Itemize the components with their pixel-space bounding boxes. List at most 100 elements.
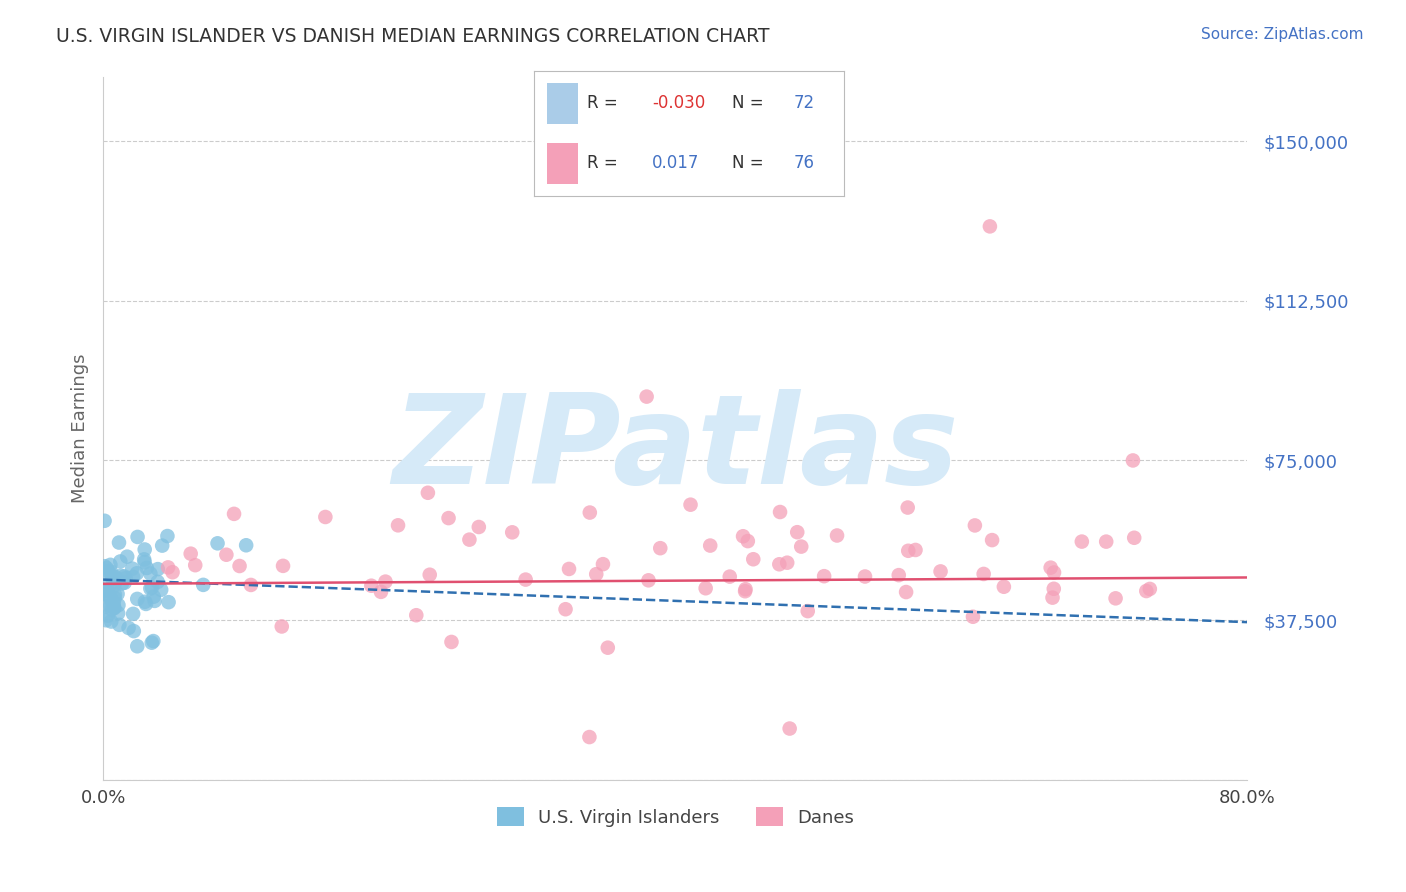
Point: [107, 587, 129, 601]
Point: [981, 533, 1004, 547]
Point: [112, 569, 135, 583]
Point: [558, 562, 581, 576]
Point: [779, 722, 801, 736]
Point: [769, 505, 792, 519]
Point: [98, 558, 121, 572]
Point: [734, 582, 756, 597]
Point: [314, 510, 336, 524]
Point: [94, 583, 117, 598]
Point: [1043, 566, 1066, 580]
Point: [637, 574, 659, 588]
Point: [127, 640, 149, 654]
Point: [962, 609, 984, 624]
Point: [679, 498, 702, 512]
Point: [94, 613, 117, 627]
Point: [93, 559, 115, 574]
Point: [157, 560, 180, 574]
Point: [699, 539, 721, 553]
Point: [117, 621, 139, 635]
Point: [122, 624, 145, 639]
Point: [790, 540, 813, 554]
Y-axis label: Median Earnings: Median Earnings: [72, 354, 89, 503]
Point: [387, 518, 409, 533]
Point: [695, 581, 717, 595]
Point: [796, 604, 818, 618]
Point: [578, 506, 600, 520]
Point: [458, 533, 481, 547]
Point: [215, 548, 238, 562]
Point: [104, 591, 127, 606]
Point: [184, 558, 207, 573]
Point: [107, 573, 129, 587]
Point: [103, 601, 125, 615]
Point: [101, 570, 124, 584]
Point: [135, 597, 157, 611]
Point: [103, 600, 125, 615]
Point: [235, 538, 257, 552]
Point: [437, 511, 460, 525]
Point: [141, 636, 163, 650]
Point: [107, 607, 129, 621]
Point: [96, 561, 118, 575]
Point: [103, 597, 125, 611]
Text: 72: 72: [794, 95, 815, 112]
Point: [122, 607, 145, 621]
Point: [94, 599, 117, 614]
Point: [98, 590, 121, 604]
Point: [596, 640, 619, 655]
Point: [100, 602, 122, 616]
Point: [734, 584, 756, 599]
Text: N =: N =: [733, 95, 769, 112]
Point: [134, 552, 156, 566]
Point: [110, 554, 132, 568]
Point: [440, 635, 463, 649]
Point: [1039, 560, 1062, 574]
Point: [127, 530, 149, 544]
Point: [1095, 534, 1118, 549]
Point: [979, 219, 1001, 234]
Point: [1042, 582, 1064, 596]
Point: [143, 594, 166, 608]
Point: [100, 599, 122, 613]
Point: [419, 567, 441, 582]
Point: [142, 590, 165, 604]
Point: [636, 390, 658, 404]
Point: [104, 570, 127, 584]
Point: [146, 562, 169, 576]
Point: [115, 549, 138, 564]
Point: [1139, 582, 1161, 596]
Point: [139, 582, 162, 596]
Point: [110, 568, 132, 582]
Text: Source: ZipAtlas.com: Source: ZipAtlas.com: [1201, 27, 1364, 42]
Point: [825, 528, 848, 542]
Point: [142, 634, 165, 648]
Point: [963, 518, 986, 533]
Text: -0.030: -0.030: [652, 95, 704, 112]
Point: [162, 566, 184, 580]
Point: [554, 602, 576, 616]
Point: [768, 558, 790, 572]
Text: U.S. VIRGIN ISLANDER VS DANISH MEDIAN EARNINGS CORRELATION CHART: U.S. VIRGIN ISLANDER VS DANISH MEDIAN EA…: [56, 27, 769, 45]
Point: [114, 571, 136, 585]
Point: [1104, 591, 1126, 606]
Point: [731, 529, 754, 543]
Point: [1123, 531, 1146, 545]
Point: [157, 595, 180, 609]
Point: [973, 566, 995, 581]
Point: [416, 485, 439, 500]
Point: [104, 587, 127, 601]
Point: [501, 525, 523, 540]
Point: [207, 536, 229, 550]
Point: [515, 573, 537, 587]
Text: 76: 76: [794, 154, 815, 172]
Point: [134, 555, 156, 569]
Point: [193, 578, 215, 592]
Point: [122, 570, 145, 584]
Text: 0.017: 0.017: [652, 154, 699, 172]
Text: R =: R =: [586, 95, 623, 112]
Point: [121, 561, 143, 575]
Point: [270, 619, 292, 633]
Point: [134, 595, 156, 609]
Point: [139, 566, 162, 581]
Point: [150, 582, 173, 597]
